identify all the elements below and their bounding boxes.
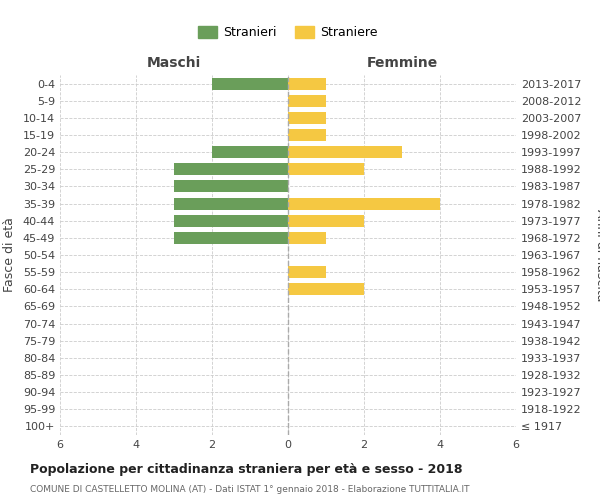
- Bar: [288, 198, 440, 209]
- Text: Maschi: Maschi: [147, 56, 201, 70]
- Bar: [288, 129, 326, 141]
- Y-axis label: Fasce di età: Fasce di età: [3, 218, 16, 292]
- Bar: [212, 78, 288, 90]
- Bar: [288, 112, 326, 124]
- Bar: [174, 214, 288, 226]
- Bar: [288, 232, 326, 244]
- Bar: [288, 284, 364, 296]
- Bar: [174, 232, 288, 244]
- Bar: [288, 266, 326, 278]
- Bar: [212, 146, 288, 158]
- Text: Popolazione per cittadinanza straniera per età e sesso - 2018: Popolazione per cittadinanza straniera p…: [30, 462, 463, 475]
- Bar: [288, 146, 402, 158]
- Bar: [288, 78, 326, 90]
- Legend: Stranieri, Straniere: Stranieri, Straniere: [192, 20, 384, 46]
- Bar: [288, 164, 364, 175]
- Y-axis label: Anni di nascita: Anni di nascita: [593, 209, 600, 301]
- Bar: [174, 198, 288, 209]
- Bar: [174, 180, 288, 192]
- Bar: [288, 94, 326, 106]
- Bar: [174, 164, 288, 175]
- Text: COMUNE DI CASTELLETTO MOLINA (AT) - Dati ISTAT 1° gennaio 2018 - Elaborazione TU: COMUNE DI CASTELLETTO MOLINA (AT) - Dati…: [30, 485, 470, 494]
- Text: Femmine: Femmine: [367, 56, 437, 70]
- Bar: [288, 214, 364, 226]
